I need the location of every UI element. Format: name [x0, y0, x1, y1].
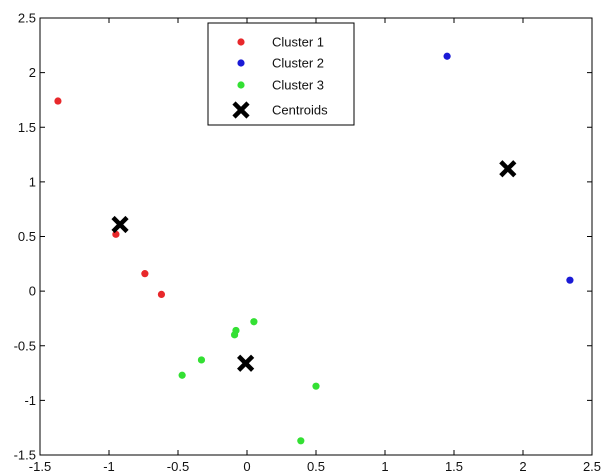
y-tick-label: -1.5: [14, 448, 36, 463]
series-cluster-3: [178, 318, 320, 445]
cluster-1-point: [141, 270, 149, 278]
cluster-1-point: [157, 290, 166, 299]
legend-marker-cluster-3: [237, 81, 245, 89]
centroid-marker: [499, 160, 517, 178]
x-tick-label: -1.5: [29, 459, 51, 474]
series-centroids: [111, 160, 517, 372]
data-points: [54, 52, 574, 445]
centroid-marker-stroke-b: [237, 354, 255, 372]
y-tick-label: 2: [29, 65, 36, 80]
y-axis-tick-labels: -1.5 -1 -0.5 0 0.5 1 1.5 2 2.5: [14, 11, 36, 463]
x-tick-label: 0: [243, 459, 250, 474]
y-tick-label: 2.5: [18, 11, 36, 26]
legend: Cluster 1 Cluster 2 Cluster 3 Centroids: [207, 22, 355, 126]
x-tick-label: 0.5: [307, 459, 325, 474]
centroid-marker: [111, 215, 129, 234]
cluster-3-point: [230, 331, 239, 339]
x-tick-label: 1.5: [445, 459, 463, 474]
centroid-marker-stroke-b: [499, 160, 517, 178]
y-tick-label: -1: [24, 393, 36, 408]
cluster-2-point: [443, 52, 451, 60]
y-tick-label: 0.5: [18, 229, 36, 244]
legend-label-centroids: Centroids: [272, 103, 328, 118]
cluster-2-point: [566, 276, 574, 284]
legend-marker-centroids: [232, 101, 250, 119]
y-tick-label: -0.5: [14, 338, 36, 353]
legend-box: [207, 22, 355, 126]
cluster-3-point: [250, 318, 258, 326]
x-tick-label: 2: [519, 459, 526, 474]
legend-entries: Cluster 1 Cluster 2 Cluster 3 Centroids: [232, 35, 328, 119]
legend-marker-cluster-1: [237, 38, 245, 46]
y-tick-label: 1.5: [18, 120, 36, 135]
cluster-1-point: [54, 97, 62, 105]
x-tick-label: -1: [103, 459, 115, 474]
centroid-marker-stroke-b: [111, 215, 129, 234]
series-cluster-2: [443, 52, 574, 284]
x-tick-label: 1: [381, 459, 388, 474]
x-axis-tick-labels: -1.5 -1 -0.5 0 0.5 1 1.5 2 2.5: [29, 459, 601, 474]
cluster-3-point: [178, 371, 186, 379]
y-tick-label: 0: [29, 284, 36, 299]
legend-label-cluster-2: Cluster 2: [272, 56, 324, 71]
x-tick-label: -0.5: [167, 459, 189, 474]
plot-frame: [39, 17, 593, 456]
legend-label-cluster-3: Cluster 3: [272, 78, 324, 93]
y-tick-label: 1: [29, 174, 36, 189]
cluster-3-point: [197, 356, 206, 364]
series-cluster-1: [54, 97, 166, 299]
cluster-3-point: [297, 437, 305, 445]
legend-marker-centroids-stroke-b: [232, 101, 250, 119]
legend-marker-cluster-2: [237, 59, 245, 67]
cluster-3-point: [312, 382, 320, 390]
centroid-marker: [237, 354, 255, 372]
legend-label-cluster-1: Cluster 1: [272, 35, 324, 50]
x-tick-label: 2.5: [583, 459, 601, 474]
